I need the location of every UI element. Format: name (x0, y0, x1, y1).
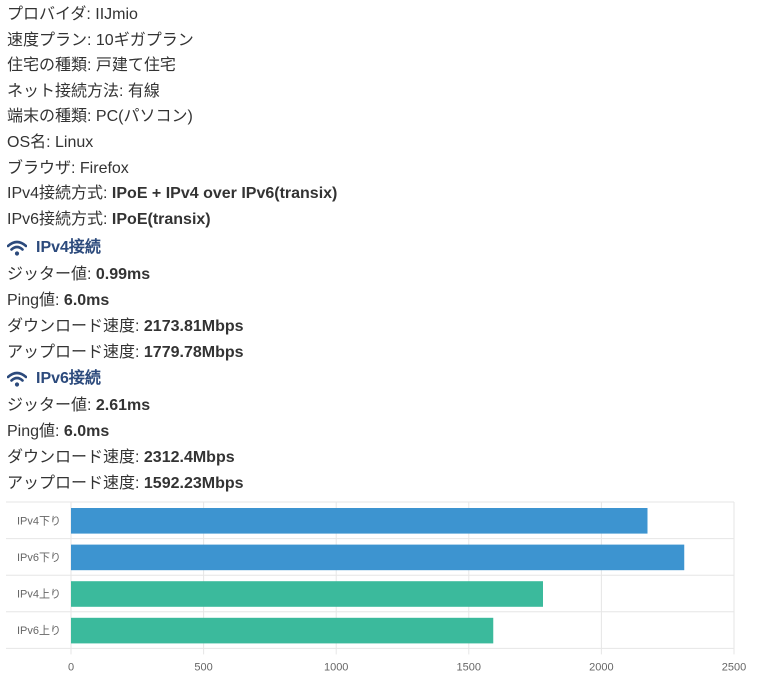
info-value: 10ギガプラン (95, 31, 194, 49)
info-line: 住宅の種類: 戸建て住宅 (7, 56, 176, 76)
info-line: OS名: Linux (7, 133, 93, 153)
info-label: 速度プラン: (7, 31, 96, 49)
info-line: アップロード速度: 1592.23Mbps (7, 474, 244, 494)
info-value: IIJmio (95, 6, 138, 23)
info-value: Linux (55, 134, 94, 151)
info-label: Ping値: (7, 422, 64, 440)
ipv4-section-heading: IPv4接続 (7, 238, 101, 258)
info-line: ネット接続方法: 有線 (7, 82, 160, 102)
wifi-icon (7, 371, 27, 387)
speed-bar-chart: IPv4下り IPv6下り IPv4上り IPv6上り 0 500 1000 1500 2000… (0, 498, 773, 691)
info-value: 2312.4Mbps (143, 448, 235, 466)
info-line: プロバイダ: IIJmio (7, 5, 138, 25)
category-tick-label: IPv6下り (17, 551, 61, 564)
info-line: ダウンロード速度: 2173.81Mbps (7, 317, 244, 337)
x-tick-label: 500 (194, 661, 212, 673)
info-label: IPv6接続方式: (7, 210, 112, 228)
info-line: ブラウザ: Firefox (7, 159, 129, 179)
bar (71, 544, 685, 571)
info-value: 有線 (127, 82, 160, 100)
info-label: ジッター値: (7, 266, 96, 283)
info-line: 端末の種類: PC(パソコン) (7, 107, 193, 127)
x-tick-label: 1000 (324, 661, 348, 673)
info-label: アップロード速度: (7, 343, 144, 361)
info-line: ジッター値: 2.61ms (7, 396, 150, 416)
info-label: アップロード速度: (7, 474, 144, 492)
info-line: ダウンロード速度: 2312.4Mbps (7, 448, 235, 468)
info-label: プロバイダ: (7, 6, 96, 23)
info-value: 戸建て住宅 (95, 57, 176, 75)
info-value: 1779.78Mbps (143, 343, 244, 361)
info-label: ネット接続方法: (7, 82, 128, 100)
wifi-icon (7, 240, 27, 256)
info-label: OS名: (7, 134, 56, 151)
category-tick-label: IPv4下り (17, 514, 61, 527)
bar (71, 617, 494, 644)
info-value: Firefox (79, 159, 129, 177)
bar (71, 581, 543, 607)
ipv4-heading-label: IPv4接続 (36, 239, 101, 256)
info-value: 6.0ms (63, 422, 110, 440)
x-tick-label: 1500 (457, 661, 481, 673)
info-line: Ping値: 6.0ms (7, 291, 109, 311)
info-line: アップロード速度: 1779.78Mbps (7, 343, 244, 363)
x-tick-label: 0 (68, 661, 74, 673)
category-tick-label: IPv4上り (17, 588, 61, 601)
info-value: 6.0ms (63, 291, 110, 309)
info-value: IPoE + IPv4 over IPv6(transix) (111, 185, 338, 203)
speed-bar-chart-svg: IPv4下り IPv6下り IPv4上り IPv6上り 0 500 1000 1500 2000… (6, 501, 746, 673)
info-label: ダウンロード速度: (7, 317, 144, 335)
info-value: PC(パソコン) (95, 108, 193, 126)
category-tick-label: IPv6上り (17, 624, 61, 637)
bar (71, 508, 648, 534)
info-label: ダウンロード速度: (7, 448, 144, 466)
info-label: 住宅の種類: (7, 57, 96, 75)
info-value: 1592.23Mbps (143, 474, 244, 492)
info-label: IPv4接続方式: (7, 185, 112, 203)
info-label: Ping値: (7, 291, 64, 309)
info-label: ジッター値: (7, 397, 96, 414)
info-value: 0.99ms (95, 266, 151, 283)
ipv6-heading-label: IPv6接続 (36, 370, 101, 387)
ipv6-section-heading: IPv6接続 (7, 369, 101, 389)
info-label: 端末の種類: (7, 108, 96, 126)
info-value: 2173.81Mbps (143, 317, 244, 335)
info-line: Ping値: 6.0ms (7, 422, 109, 442)
x-tick-label: 2000 (589, 661, 613, 673)
info-label: ブラウザ: (7, 159, 80, 177)
info-line: IPv6接続方式: IPoE(transix) (7, 210, 211, 230)
info-line: IPv4接続方式: IPoE + IPv4 over IPv6(transix) (7, 184, 337, 204)
info-value: IPoE(transix) (111, 210, 211, 228)
info-line: ジッター値: 0.99ms (7, 265, 150, 285)
info-line: 速度プラン: 10ギガプラン (7, 31, 194, 51)
info-value: 2.61ms (95, 397, 151, 414)
x-tick-label: 2500 (722, 661, 746, 673)
